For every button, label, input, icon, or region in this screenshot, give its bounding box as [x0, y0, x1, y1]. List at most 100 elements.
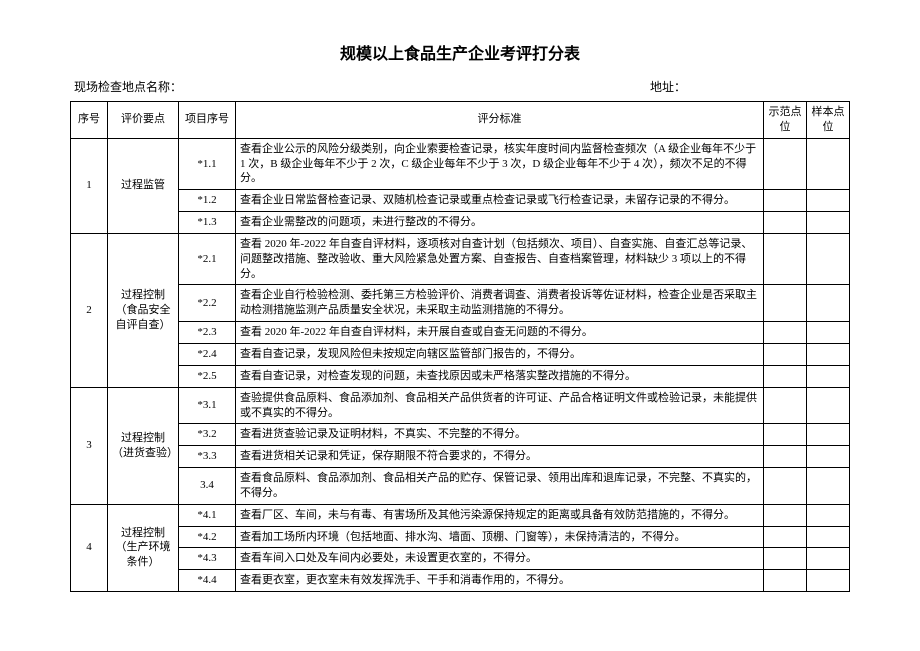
- point-cell: 过程控制（生产环境条件）: [108, 504, 179, 591]
- point-cell: 过程监管: [108, 138, 179, 233]
- address-label: 地址：: [650, 78, 846, 95]
- sample-score-cell: [807, 526, 850, 548]
- demo-score-cell: [764, 212, 807, 234]
- sample-score-cell: [807, 424, 850, 446]
- item-no-cell: *3.3: [179, 446, 236, 468]
- sample-score-cell: [807, 446, 850, 468]
- header-item: 项目序号: [179, 102, 236, 139]
- sample-score-cell: [807, 570, 850, 592]
- standard-cell: 查看 2020 年-2022 年自查自评材料，逐项核对自查计划（包括频次、项目）…: [236, 233, 764, 285]
- header-std: 评分标准: [236, 102, 764, 139]
- sample-score-cell: [807, 548, 850, 570]
- item-no-cell: *3.1: [179, 387, 236, 424]
- header-row: 序号 评价要点 项目序号 评分标准 示范点位 样本点位: [71, 102, 850, 139]
- table-row: 3过程控制（进货查验）*3.1查验提供食品原料、食品添加剂、食品相关产品供货者的…: [71, 387, 850, 424]
- header-point: 评价要点: [108, 102, 179, 139]
- sample-score-cell: [807, 504, 850, 526]
- point-cell: 过程控制（食品安全自评自查）: [108, 233, 179, 387]
- header-sample: 样本点位: [807, 102, 850, 139]
- standard-cell: 查看企业自行检验检测、委托第三方检验评价、消费者调查、消费者投诉等佐证材料，检查…: [236, 285, 764, 322]
- demo-score-cell: [764, 526, 807, 548]
- demo-score-cell: [764, 387, 807, 424]
- item-no-cell: *2.2: [179, 285, 236, 322]
- seq-cell: 2: [71, 233, 108, 387]
- table-row: *3.2查看进货查验记录及证明材料，不真实、不完整的不得分。: [71, 424, 850, 446]
- standard-cell: 查看企业公示的风险分级类别，向企业索要检查记录，核实年度时间内监督检查频次（A …: [236, 138, 764, 190]
- table-row: 1过程监管*1.1查看企业公示的风险分级类别，向企业索要检查记录，核实年度时间内…: [71, 138, 850, 190]
- demo-score-cell: [764, 233, 807, 285]
- standard-cell: 查看自查记录，对检查发现的问题，未查找原因或未严格落实整改措施的不得分。: [236, 365, 764, 387]
- inspect-location-label: 现场检查地点名称：: [74, 78, 182, 95]
- item-no-cell: *2.1: [179, 233, 236, 285]
- sample-score-cell: [807, 285, 850, 322]
- point-cell: 过程控制（进货查验）: [108, 387, 179, 504]
- table-row: *1.2查看企业日常监督检查记录、双随机检查记录或重点检查记录或飞行检查记录，未…: [71, 190, 850, 212]
- sample-score-cell: [807, 190, 850, 212]
- demo-score-cell: [764, 468, 807, 505]
- standard-cell: 查看企业需整改的问题项，未进行整改的不得分。: [236, 212, 764, 234]
- standard-cell: 查看加工场所内环境（包括地面、排水沟、墙面、顶棚、门窗等），未保持清洁的，不得分…: [236, 526, 764, 548]
- demo-score-cell: [764, 138, 807, 190]
- item-no-cell: *3.2: [179, 424, 236, 446]
- item-no-cell: *2.3: [179, 322, 236, 344]
- standard-cell: 查看厂区、车间，未与有毒、有害场所及其他污染源保持规定的距离或具备有效防范措施的…: [236, 504, 764, 526]
- item-no-cell: *4.4: [179, 570, 236, 592]
- demo-score-cell: [764, 190, 807, 212]
- standard-cell: 查看进货查验记录及证明材料，不真实、不完整的不得分。: [236, 424, 764, 446]
- standard-cell: 查看车间入口处及车间内必要处，未设置更衣室的，不得分。: [236, 548, 764, 570]
- demo-score-cell: [764, 285, 807, 322]
- standard-cell: 查看 2020 年-2022 年自查自评材料，未开展自查或自查无问题的不得分。: [236, 322, 764, 344]
- sample-score-cell: [807, 343, 850, 365]
- standard-cell: 查验提供食品原料、食品添加剂、食品相关产品供货者的许可证、产品合格证明文件或检验…: [236, 387, 764, 424]
- standard-cell: 查看企业日常监督检查记录、双随机检查记录或重点检查记录或飞行检查记录，未留存记录…: [236, 190, 764, 212]
- seq-cell: 3: [71, 387, 108, 504]
- sample-score-cell: [807, 387, 850, 424]
- standard-cell: 查看自查记录，发现风险但未按规定向辖区监管部门报告的，不得分。: [236, 343, 764, 365]
- demo-score-cell: [764, 322, 807, 344]
- demo-score-cell: [764, 424, 807, 446]
- sample-score-cell: [807, 233, 850, 285]
- table-row: *2.5查看自查记录，对检查发现的问题，未查找原因或未严格落实整改措施的不得分。: [71, 365, 850, 387]
- standard-cell: 查看更衣室，更衣室未有效发挥洗手、干手和消毒作用的，不得分。: [236, 570, 764, 592]
- table-row: *4.2查看加工场所内环境（包括地面、排水沟、墙面、顶棚、门窗等），未保持清洁的…: [71, 526, 850, 548]
- demo-score-cell: [764, 570, 807, 592]
- subheader: 现场检查地点名称： 地址：: [70, 78, 850, 95]
- item-no-cell: 3.4: [179, 468, 236, 505]
- item-no-cell: *1.2: [179, 190, 236, 212]
- demo-score-cell: [764, 365, 807, 387]
- sample-score-cell: [807, 212, 850, 234]
- table-row: 2过程控制（食品安全自评自查）*2.1查看 2020 年-2022 年自查自评材…: [71, 233, 850, 285]
- table-row: *2.2查看企业自行检验检测、委托第三方检验评价、消费者调查、消费者投诉等佐证材…: [71, 285, 850, 322]
- scoring-table: 序号 评价要点 项目序号 评分标准 示范点位 样本点位 1过程监管*1.1查看企…: [70, 101, 850, 592]
- item-no-cell: *1.3: [179, 212, 236, 234]
- header-demo: 示范点位: [764, 102, 807, 139]
- item-no-cell: *4.3: [179, 548, 236, 570]
- standard-cell: 查看食品原料、食品添加剂、食品相关产品的贮存、保管记录、领用出库和退库记录，不完…: [236, 468, 764, 505]
- table-row: 4过程控制（生产环境条件）*4.1查看厂区、车间，未与有毒、有害场所及其他污染源…: [71, 504, 850, 526]
- demo-score-cell: [764, 446, 807, 468]
- table-row: *2.4查看自查记录，发现风险但未按规定向辖区监管部门报告的，不得分。: [71, 343, 850, 365]
- header-seq: 序号: [71, 102, 108, 139]
- demo-score-cell: [764, 343, 807, 365]
- demo-score-cell: [764, 504, 807, 526]
- page-title: 规模以上食品生产企业考评打分表: [70, 40, 850, 64]
- table-row: *4.3查看车间入口处及车间内必要处，未设置更衣室的，不得分。: [71, 548, 850, 570]
- sample-score-cell: [807, 322, 850, 344]
- seq-cell: 1: [71, 138, 108, 233]
- demo-score-cell: [764, 548, 807, 570]
- table-row: *1.3查看企业需整改的问题项，未进行整改的不得分。: [71, 212, 850, 234]
- item-no-cell: *2.5: [179, 365, 236, 387]
- seq-cell: 4: [71, 504, 108, 591]
- standard-cell: 查看进货相关记录和凭证，保存期限不符合要求的，不得分。: [236, 446, 764, 468]
- table-row: *2.3查看 2020 年-2022 年自查自评材料，未开展自查或自查无问题的不…: [71, 322, 850, 344]
- sample-score-cell: [807, 138, 850, 190]
- item-no-cell: *2.4: [179, 343, 236, 365]
- table-row: 3.4查看食品原料、食品添加剂、食品相关产品的贮存、保管记录、领用出库和退库记录…: [71, 468, 850, 505]
- table-row: *3.3查看进货相关记录和凭证，保存期限不符合要求的，不得分。: [71, 446, 850, 468]
- item-no-cell: *1.1: [179, 138, 236, 190]
- sample-score-cell: [807, 365, 850, 387]
- sample-score-cell: [807, 468, 850, 505]
- table-row: *4.4查看更衣室，更衣室未有效发挥洗手、干手和消毒作用的，不得分。: [71, 570, 850, 592]
- item-no-cell: *4.1: [179, 504, 236, 526]
- item-no-cell: *4.2: [179, 526, 236, 548]
